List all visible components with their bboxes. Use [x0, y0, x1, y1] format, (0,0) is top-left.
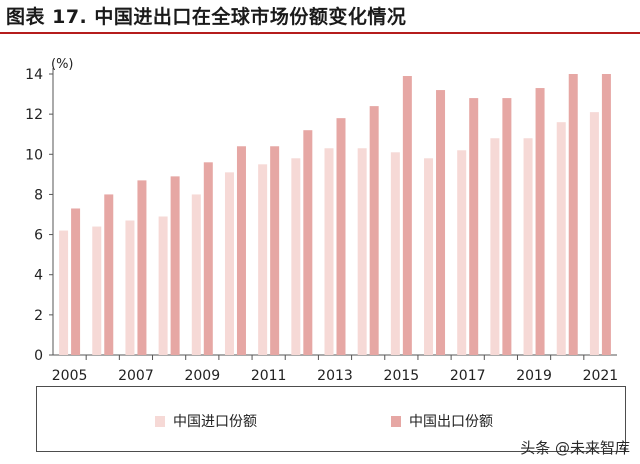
- x-tick-label: 2017: [450, 368, 486, 384]
- bar-import: [556, 122, 566, 356]
- bar-export: [436, 90, 446, 356]
- bar-import: [589, 112, 599, 355]
- bar-import: [191, 194, 201, 355]
- bar-export: [104, 194, 114, 355]
- bar-export: [568, 74, 578, 355]
- legend-item-export: 中国出口份额: [391, 411, 493, 431]
- bar-chart: 0 2 4 6 8 10 12 14 (%) 2005 2007 2009 2011 2013 2015 20…: [25, 57, 619, 384]
- bar-export: [236, 146, 246, 355]
- bar-import: [457, 150, 467, 355]
- bar-export: [502, 98, 512, 355]
- title-underline: [0, 32, 640, 34]
- y-tick-label: 10: [25, 147, 43, 163]
- bar-export: [203, 162, 213, 355]
- legend-label-import: 中国进口份额: [173, 414, 257, 430]
- bar-import: [158, 216, 168, 355]
- chart-title: 图表 17. 中国进出口在全球市场份额变化情况: [6, 6, 407, 28]
- x-tick-label: 2009: [184, 368, 220, 384]
- bar-export: [137, 180, 147, 355]
- bar-import: [92, 226, 102, 355]
- bar-import: [224, 172, 234, 355]
- bar-import: [424, 158, 434, 355]
- y-tick-label: 4: [34, 268, 43, 284]
- y-tick-label: 6: [34, 228, 43, 244]
- legend-swatch-import: [155, 415, 165, 427]
- bar-import: [291, 158, 301, 355]
- bar-export: [336, 118, 346, 356]
- bar-import: [523, 138, 533, 355]
- legend-item-import: 中国进口份额: [155, 411, 257, 431]
- x-tick-label: 2007: [118, 368, 154, 384]
- bar-import: [490, 138, 500, 355]
- legend-swatch-export: [391, 415, 401, 427]
- y-tick-label: 2: [34, 308, 43, 324]
- legend-label-export: 中国出口份额: [409, 414, 493, 430]
- bar-import: [59, 230, 69, 355]
- x-tick-label: 2021: [583, 368, 619, 384]
- bar-export: [71, 208, 81, 355]
- y-tick-label: 14: [25, 67, 43, 83]
- x-tick-label: 2015: [384, 368, 420, 384]
- x-tick-label: 2019: [516, 368, 552, 384]
- bar-import: [324, 148, 334, 355]
- bar-export: [601, 74, 611, 355]
- bar-export: [469, 98, 479, 355]
- y-axis-label: (%): [51, 57, 74, 72]
- bar-export: [369, 106, 379, 355]
- x-tick-label: 2013: [317, 368, 353, 384]
- watermark: 头条 @未来智库: [520, 439, 630, 457]
- y-tick-label: 12: [25, 107, 43, 123]
- x-tick-label: 2011: [251, 368, 287, 384]
- bar-import: [258, 164, 268, 355]
- y-tick-label: 8: [34, 187, 43, 203]
- bar-export: [303, 130, 313, 355]
- bar-export: [270, 146, 280, 355]
- legend: 中国进口份额 中国出口份额: [36, 386, 626, 452]
- y-tick-label: 0: [34, 348, 43, 364]
- bar-import: [357, 148, 367, 355]
- bar-import: [390, 152, 400, 355]
- bar-export: [170, 176, 180, 355]
- bar-export: [535, 88, 545, 356]
- x-tick-label: 2005: [52, 368, 88, 384]
- bar-import: [125, 220, 135, 355]
- bar-export: [402, 76, 412, 355]
